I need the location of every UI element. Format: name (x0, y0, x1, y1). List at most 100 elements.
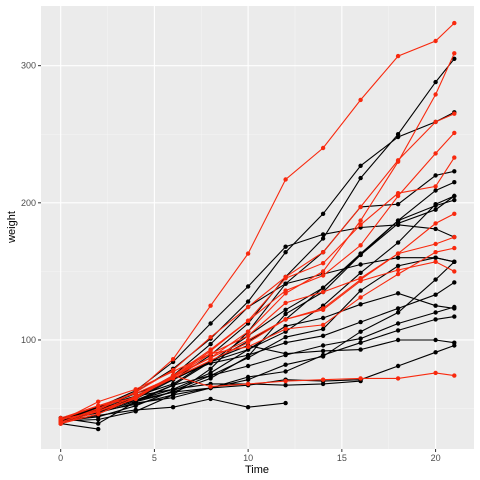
data-point (452, 259, 457, 264)
data-point (433, 255, 438, 260)
data-point (452, 180, 457, 185)
series-line (60, 316, 455, 422)
series-line (60, 261, 455, 421)
data-point (58, 421, 63, 426)
data-point (320, 250, 326, 255)
data-point (170, 395, 176, 400)
series-line (60, 132, 455, 421)
data-point (320, 315, 326, 321)
data-point (358, 175, 363, 181)
data-point (96, 409, 101, 414)
data-point (395, 271, 401, 277)
y-axis-title: weight (6, 211, 18, 244)
data-point (452, 269, 457, 274)
data-point (208, 321, 213, 326)
data-point (395, 251, 401, 256)
data-point (395, 240, 401, 245)
data-point (96, 421, 101, 426)
data-point (283, 307, 288, 312)
data-point (133, 389, 138, 395)
data-point (245, 374, 251, 380)
data-point (208, 366, 213, 371)
data-point (395, 159, 401, 164)
data-point (320, 285, 326, 290)
data-point (245, 299, 251, 304)
data-point (433, 184, 438, 189)
data-point (395, 53, 401, 59)
data-point (433, 188, 438, 193)
data-point (320, 289, 326, 295)
data-point (452, 193, 457, 199)
data-point (433, 241, 438, 247)
series-line (60, 306, 455, 422)
x-tick-label: 5 (152, 453, 157, 463)
data-point (133, 394, 138, 399)
data-point (452, 234, 457, 240)
data-point (433, 38, 438, 44)
data-point (283, 244, 288, 249)
data-point (395, 221, 401, 226)
data-point (283, 352, 288, 358)
data-point (358, 243, 363, 248)
data-point (452, 314, 457, 319)
data-point (320, 322, 326, 328)
series-line (60, 247, 455, 422)
y-tick-label: 300 (21, 61, 36, 71)
data-point (283, 383, 288, 388)
data-point (433, 92, 438, 97)
data-point (452, 20, 457, 26)
data-point (283, 335, 288, 340)
data-point (433, 79, 438, 85)
data-point (245, 363, 251, 369)
data-point (170, 381, 176, 387)
data-point (320, 377, 326, 382)
data-point (452, 155, 457, 160)
data-point (320, 348, 326, 354)
data-point (283, 369, 288, 374)
data-point (133, 407, 138, 413)
data-point (320, 236, 326, 241)
data-point (245, 381, 251, 387)
data-point (170, 357, 176, 362)
data-point (358, 163, 363, 168)
data-point (395, 328, 401, 333)
data-point (433, 303, 438, 308)
data-point (320, 145, 326, 151)
data-point (395, 134, 401, 140)
data-point (395, 291, 401, 296)
data-point (358, 262, 363, 267)
data-point (245, 251, 251, 256)
data-point (245, 344, 251, 349)
data-point (283, 291, 288, 296)
series-red-30 (58, 259, 457, 422)
data-point (358, 278, 363, 284)
data-point (358, 204, 363, 210)
data-point (320, 343, 326, 348)
data-point (358, 270, 363, 275)
data-point (395, 267, 401, 273)
data-point (452, 211, 457, 216)
series-layer (58, 20, 457, 432)
data-point (395, 376, 401, 381)
data-point (433, 221, 438, 226)
data-point (395, 263, 401, 269)
data-point (245, 405, 251, 410)
data-point (395, 337, 401, 343)
data-point (96, 426, 101, 432)
data-point (433, 259, 438, 264)
data-point (358, 347, 363, 352)
data-point (283, 300, 288, 306)
data-point (245, 304, 251, 310)
data-point (433, 337, 438, 343)
data-point (245, 318, 251, 323)
data-point (358, 329, 363, 334)
series-line (60, 423, 99, 430)
data-point (320, 269, 326, 274)
data-point (320, 326, 326, 332)
data-point (283, 400, 288, 406)
data-point (208, 335, 213, 340)
data-point (358, 288, 363, 293)
x-tick-label: 15 (337, 453, 347, 463)
y-tick-label: 100 (21, 335, 36, 345)
data-point (320, 261, 326, 266)
